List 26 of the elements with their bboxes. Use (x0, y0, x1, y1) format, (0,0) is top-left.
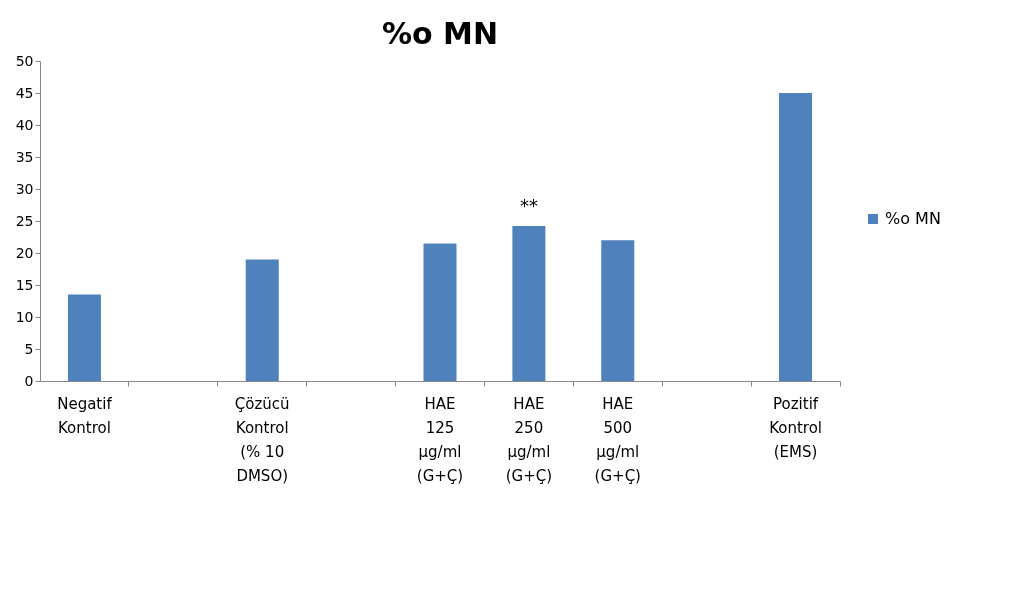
bar (601, 240, 635, 381)
y-tick-label: 40 (15, 116, 34, 133)
x-tick-label: HAE 125 µg/ml (G+Ç) (416, 394, 464, 485)
x-tick-label: Pozitif Kontrol (EMS) (769, 394, 822, 461)
y-tick-label: 5 (24, 340, 34, 357)
y-tick-label: 20 (15, 244, 34, 261)
bar (245, 259, 279, 381)
x-tick-label: HAE 500 µg/ml (G+Ç) (594, 394, 641, 485)
bar (67, 294, 101, 381)
x-tick-label: Negatif Kontrol (57, 394, 113, 437)
y-tick-label: 45 (15, 84, 34, 101)
y-tick-label: 50 (15, 52, 34, 69)
x-tick-label: Çözücü Kontrol (% 10 DMSO) (234, 394, 290, 485)
bar (779, 93, 813, 381)
y-tick-label: 10 (15, 308, 34, 325)
y-tick-label: 30 (15, 180, 34, 197)
y-tick-label: 35 (15, 148, 34, 165)
legend-label: %o MN (885, 209, 941, 228)
y-tick-label: 15 (15, 276, 34, 293)
y-tick-label: 0 (24, 372, 34, 389)
bar (423, 243, 457, 381)
annotation: ** (519, 195, 538, 217)
chart-title: %o MN (381, 16, 499, 51)
y-tick-label: 25 (15, 212, 34, 229)
x-tick-label: HAE 250 µg/ml (G+Ç) (505, 394, 553, 485)
bar (512, 226, 546, 381)
